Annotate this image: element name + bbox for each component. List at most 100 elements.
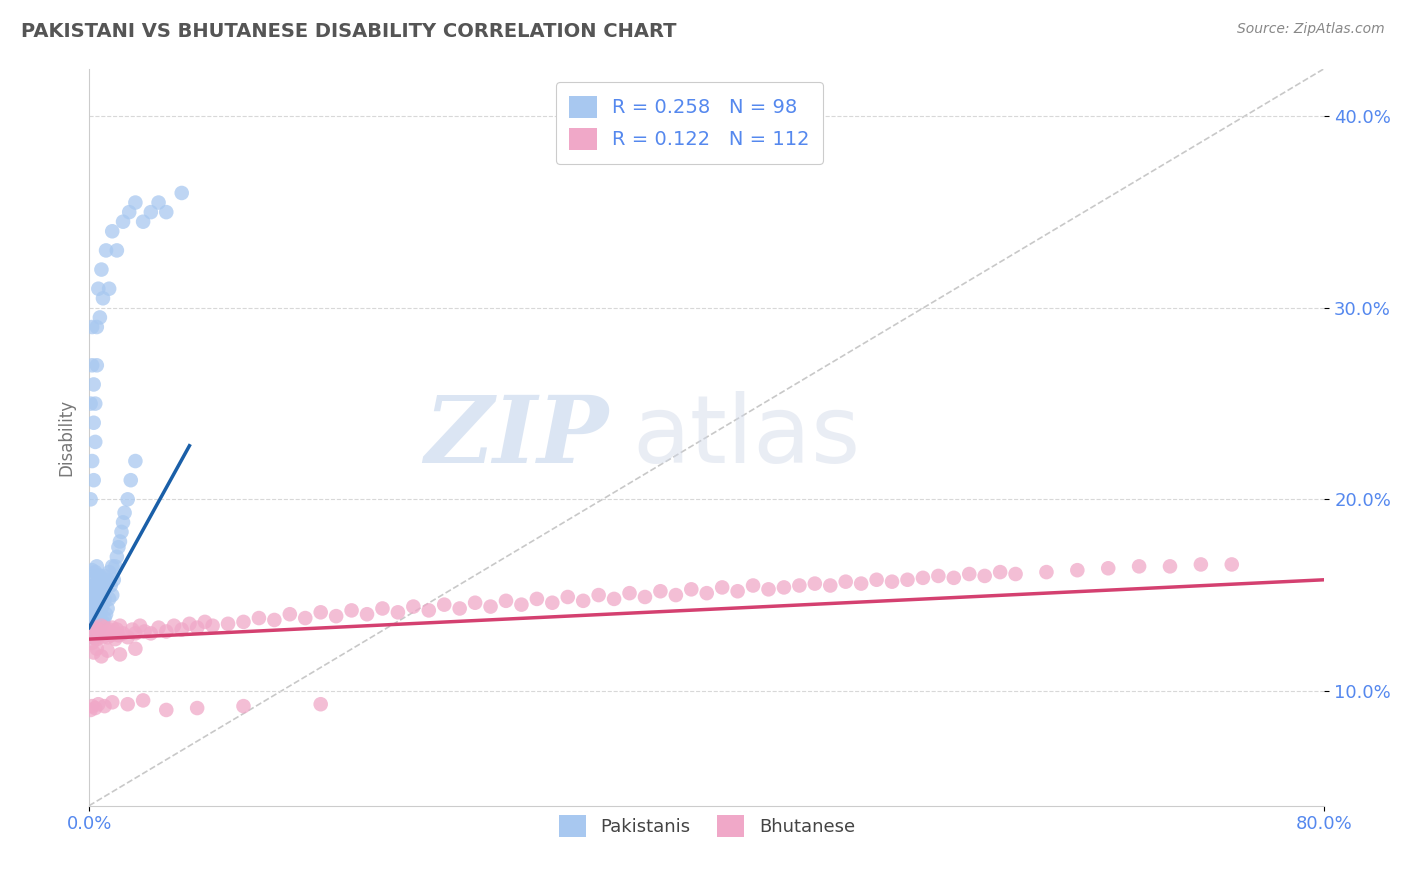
Point bbox=[727, 584, 749, 599]
Point bbox=[97, 601, 120, 615]
Point bbox=[87, 584, 110, 599]
Point bbox=[86, 616, 108, 631]
Point bbox=[112, 626, 135, 640]
Point bbox=[91, 615, 114, 629]
Point bbox=[526, 591, 548, 606]
Point bbox=[849, 576, 872, 591]
Point bbox=[83, 607, 105, 622]
Point bbox=[619, 586, 641, 600]
Point bbox=[89, 569, 111, 583]
Legend: Pakistanis, Bhutanese: Pakistanis, Bhutanese bbox=[551, 808, 862, 845]
Point bbox=[89, 607, 111, 622]
Point bbox=[309, 605, 332, 619]
Point bbox=[86, 607, 108, 622]
Point bbox=[83, 569, 105, 583]
Point bbox=[93, 611, 115, 625]
Point bbox=[112, 215, 135, 229]
Point bbox=[340, 603, 363, 617]
Point bbox=[101, 621, 124, 635]
Point bbox=[927, 569, 949, 583]
Point bbox=[124, 454, 146, 468]
Point bbox=[880, 574, 903, 589]
Point bbox=[86, 626, 108, 640]
Point bbox=[1220, 558, 1243, 572]
Point bbox=[94, 578, 117, 592]
Point bbox=[117, 630, 139, 644]
Point bbox=[132, 215, 155, 229]
Point bbox=[179, 616, 201, 631]
Text: atlas: atlas bbox=[633, 391, 860, 483]
Point bbox=[170, 623, 193, 637]
Point bbox=[87, 611, 110, 625]
Point bbox=[97, 573, 120, 587]
Point bbox=[112, 516, 135, 530]
Point bbox=[82, 563, 104, 577]
Point bbox=[263, 613, 285, 627]
Point bbox=[232, 699, 254, 714]
Point bbox=[114, 506, 136, 520]
Point bbox=[464, 596, 486, 610]
Text: ZIP: ZIP bbox=[423, 392, 607, 482]
Point bbox=[89, 310, 111, 325]
Point bbox=[82, 636, 104, 650]
Point bbox=[124, 641, 146, 656]
Point bbox=[84, 591, 107, 606]
Point bbox=[170, 186, 193, 200]
Point bbox=[148, 621, 170, 635]
Point bbox=[495, 594, 517, 608]
Point bbox=[789, 578, 811, 592]
Point bbox=[201, 618, 224, 632]
Point bbox=[155, 205, 177, 219]
Text: Source: ZipAtlas.com: Source: ZipAtlas.com bbox=[1237, 22, 1385, 37]
Point bbox=[139, 205, 162, 219]
Point bbox=[773, 581, 796, 595]
Point bbox=[155, 624, 177, 639]
Point bbox=[1159, 559, 1181, 574]
Point bbox=[82, 611, 104, 625]
Point bbox=[105, 244, 128, 258]
Point bbox=[93, 569, 115, 583]
Point bbox=[194, 615, 217, 629]
Point bbox=[650, 584, 672, 599]
Point bbox=[86, 359, 108, 373]
Point bbox=[758, 582, 780, 597]
Point bbox=[90, 616, 112, 631]
Point bbox=[118, 205, 141, 219]
Point bbox=[82, 630, 104, 644]
Point bbox=[94, 244, 117, 258]
Point bbox=[1004, 567, 1026, 582]
Point bbox=[418, 603, 440, 617]
Point bbox=[84, 601, 107, 615]
Point bbox=[83, 646, 105, 660]
Point bbox=[79, 588, 101, 602]
Point bbox=[84, 396, 107, 410]
Point bbox=[896, 573, 918, 587]
Point bbox=[134, 624, 156, 639]
Point bbox=[98, 591, 121, 606]
Point bbox=[108, 618, 131, 632]
Point bbox=[124, 195, 146, 210]
Point bbox=[665, 588, 688, 602]
Point bbox=[79, 626, 101, 640]
Point bbox=[117, 492, 139, 507]
Point bbox=[105, 549, 128, 564]
Point bbox=[217, 616, 239, 631]
Point bbox=[104, 559, 127, 574]
Point bbox=[101, 559, 124, 574]
Point bbox=[103, 573, 125, 587]
Point bbox=[83, 588, 105, 602]
Point bbox=[90, 618, 112, 632]
Point bbox=[82, 621, 104, 635]
Point bbox=[681, 582, 703, 597]
Point bbox=[94, 607, 117, 622]
Point bbox=[79, 492, 101, 507]
Point bbox=[97, 643, 120, 657]
Point bbox=[101, 695, 124, 709]
Point bbox=[79, 703, 101, 717]
Point bbox=[82, 573, 104, 587]
Point bbox=[129, 618, 152, 632]
Point bbox=[84, 621, 107, 635]
Point bbox=[120, 473, 142, 487]
Point bbox=[572, 594, 595, 608]
Point bbox=[742, 578, 765, 592]
